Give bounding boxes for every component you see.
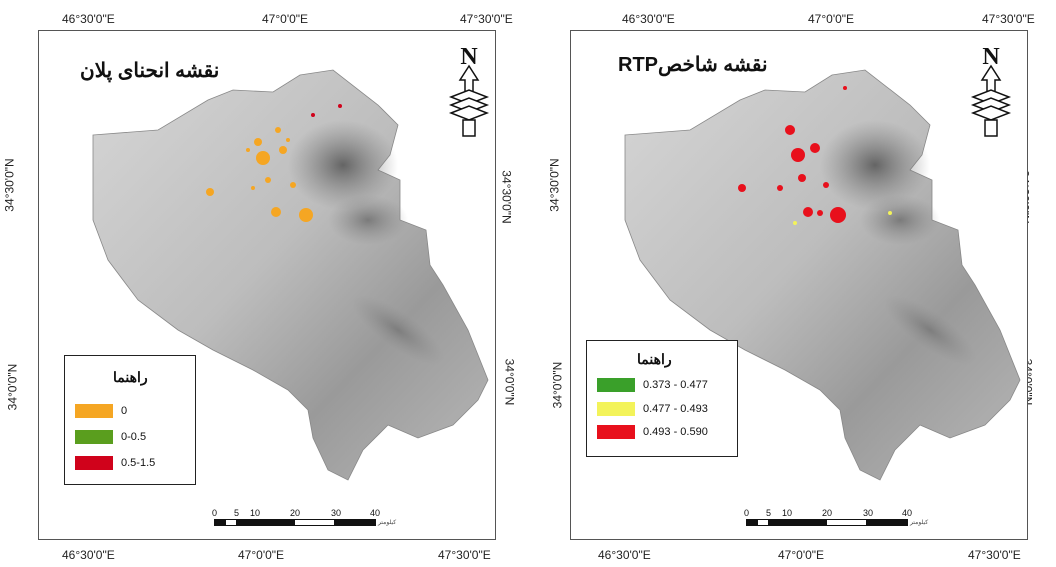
- scale-bar: 0 5 10 20 30 40 کیلومتر: [208, 508, 398, 530]
- scale-tick: 10: [782, 508, 793, 518]
- lon-top-2: 47°0'0"E: [262, 12, 309, 26]
- map-panel-rtp-index: 46°30'0"E 47°0'0"E 47°30'0"E 46°30'0"E 4…: [528, 0, 1056, 567]
- lon-top-1: 46°30'0"E: [622, 12, 675, 26]
- scale-tick: 40: [370, 508, 381, 518]
- map-legend: راهنما 0 0-0.5 0.5-1.5: [64, 355, 196, 485]
- lon-bottom-3: 47°30'0"E: [438, 548, 491, 562]
- lat-right-1: 34°30'0"N: [499, 170, 514, 224]
- legend-label: 0.477 - 0.493: [643, 403, 708, 415]
- lat-right-2: 34°0'0"N: [502, 358, 517, 406]
- study-area-polygon: [92, 69, 489, 481]
- scale-tick: 0: [212, 508, 218, 518]
- legend-swatch: [597, 425, 635, 439]
- legend-item: 0.477 - 0.493: [597, 402, 708, 416]
- scale-tick: 20: [822, 508, 833, 518]
- lat-left-2: 34°0'0"N: [550, 361, 565, 409]
- north-arrow: N: [448, 44, 490, 137]
- map-legend: راهنما 0.373 - 0.477 0.477 - 0.493 0.493…: [586, 340, 738, 457]
- lon-bottom-1: 46°30'0"E: [62, 548, 115, 562]
- lon-top-3: 47°30'0"E: [460, 12, 513, 26]
- scale-tick: 5: [234, 508, 240, 518]
- scale-tick: 30: [863, 508, 874, 518]
- lat-left-1: 34°30'0"N: [2, 158, 17, 212]
- scale-unit: کیلومتر: [910, 520, 929, 526]
- map-panel-plan-curvature: 46°30'0"E 47°0'0"E 47°30'0"E 46°30'0"E 4…: [2, 12, 517, 562]
- legend-label: 0.373 - 0.477: [643, 379, 708, 391]
- scale-tick: 40: [902, 508, 913, 518]
- red-spots: [311, 104, 342, 117]
- lat-left-1: 34°30'0"N: [547, 158, 562, 212]
- scale-tick: 30: [331, 508, 342, 518]
- legend-label: 0-0.5: [121, 431, 147, 443]
- scale-tick: 10: [250, 508, 261, 518]
- lon-bottom-2: 47°0'0"E: [238, 548, 285, 562]
- lon-bottom-3: 47°30'0"E: [968, 548, 1021, 562]
- legend-swatch: [597, 402, 635, 416]
- study-area-map: [624, 69, 1021, 481]
- legend-label: 0.493 - 0.590: [643, 426, 708, 438]
- legend-title: راهنما: [113, 369, 148, 385]
- lon-top-1: 46°30'0"E: [62, 12, 115, 26]
- scale-bar: 0 5 10 20 30 40 کیلومتر: [740, 508, 930, 530]
- legend-swatch: [597, 378, 635, 392]
- lon-bottom-2: 47°0'0"E: [778, 548, 825, 562]
- legend-item: 0.373 - 0.477: [597, 378, 708, 392]
- legend-item: 0: [75, 404, 127, 418]
- study-area-map: [92, 69, 489, 481]
- legend-item: 0.5-1.5: [75, 456, 155, 470]
- legend-swatch: [75, 430, 113, 444]
- red-spots: [738, 86, 847, 223]
- scale-tick: 0: [744, 508, 750, 518]
- legend-label: 0.5-1.5: [121, 457, 156, 469]
- orange-spots: [206, 127, 313, 222]
- study-area-polygon: [624, 69, 1021, 481]
- scale-tick: 20: [290, 508, 301, 518]
- north-arrow-label: N: [460, 44, 478, 70]
- lon-bottom-1: 46°30'0"E: [598, 548, 651, 562]
- map-title: نقشه انحنای پلان: [80, 60, 220, 82]
- legend-title: راهنما: [637, 351, 672, 367]
- legend-swatch: [75, 456, 113, 470]
- legend-label: 0: [121, 405, 128, 417]
- lon-top-3: 47°30'0"E: [982, 12, 1035, 26]
- lon-top-2: 47°0'0"E: [808, 12, 855, 26]
- map-title: نقشه شاخصRTP: [618, 54, 768, 76]
- legend-item: 0-0.5: [75, 430, 146, 444]
- lat-left-2: 34°0'0"N: [5, 363, 20, 411]
- scale-unit: کیلومتر: [378, 520, 397, 526]
- north-arrow-label: N: [982, 44, 1000, 70]
- legend-swatch: [75, 404, 113, 418]
- yellow-spots: [793, 211, 892, 225]
- scale-tick: 5: [766, 508, 772, 518]
- legend-item: 0.493 - 0.590: [597, 425, 708, 439]
- north-arrow: N: [970, 44, 1012, 137]
